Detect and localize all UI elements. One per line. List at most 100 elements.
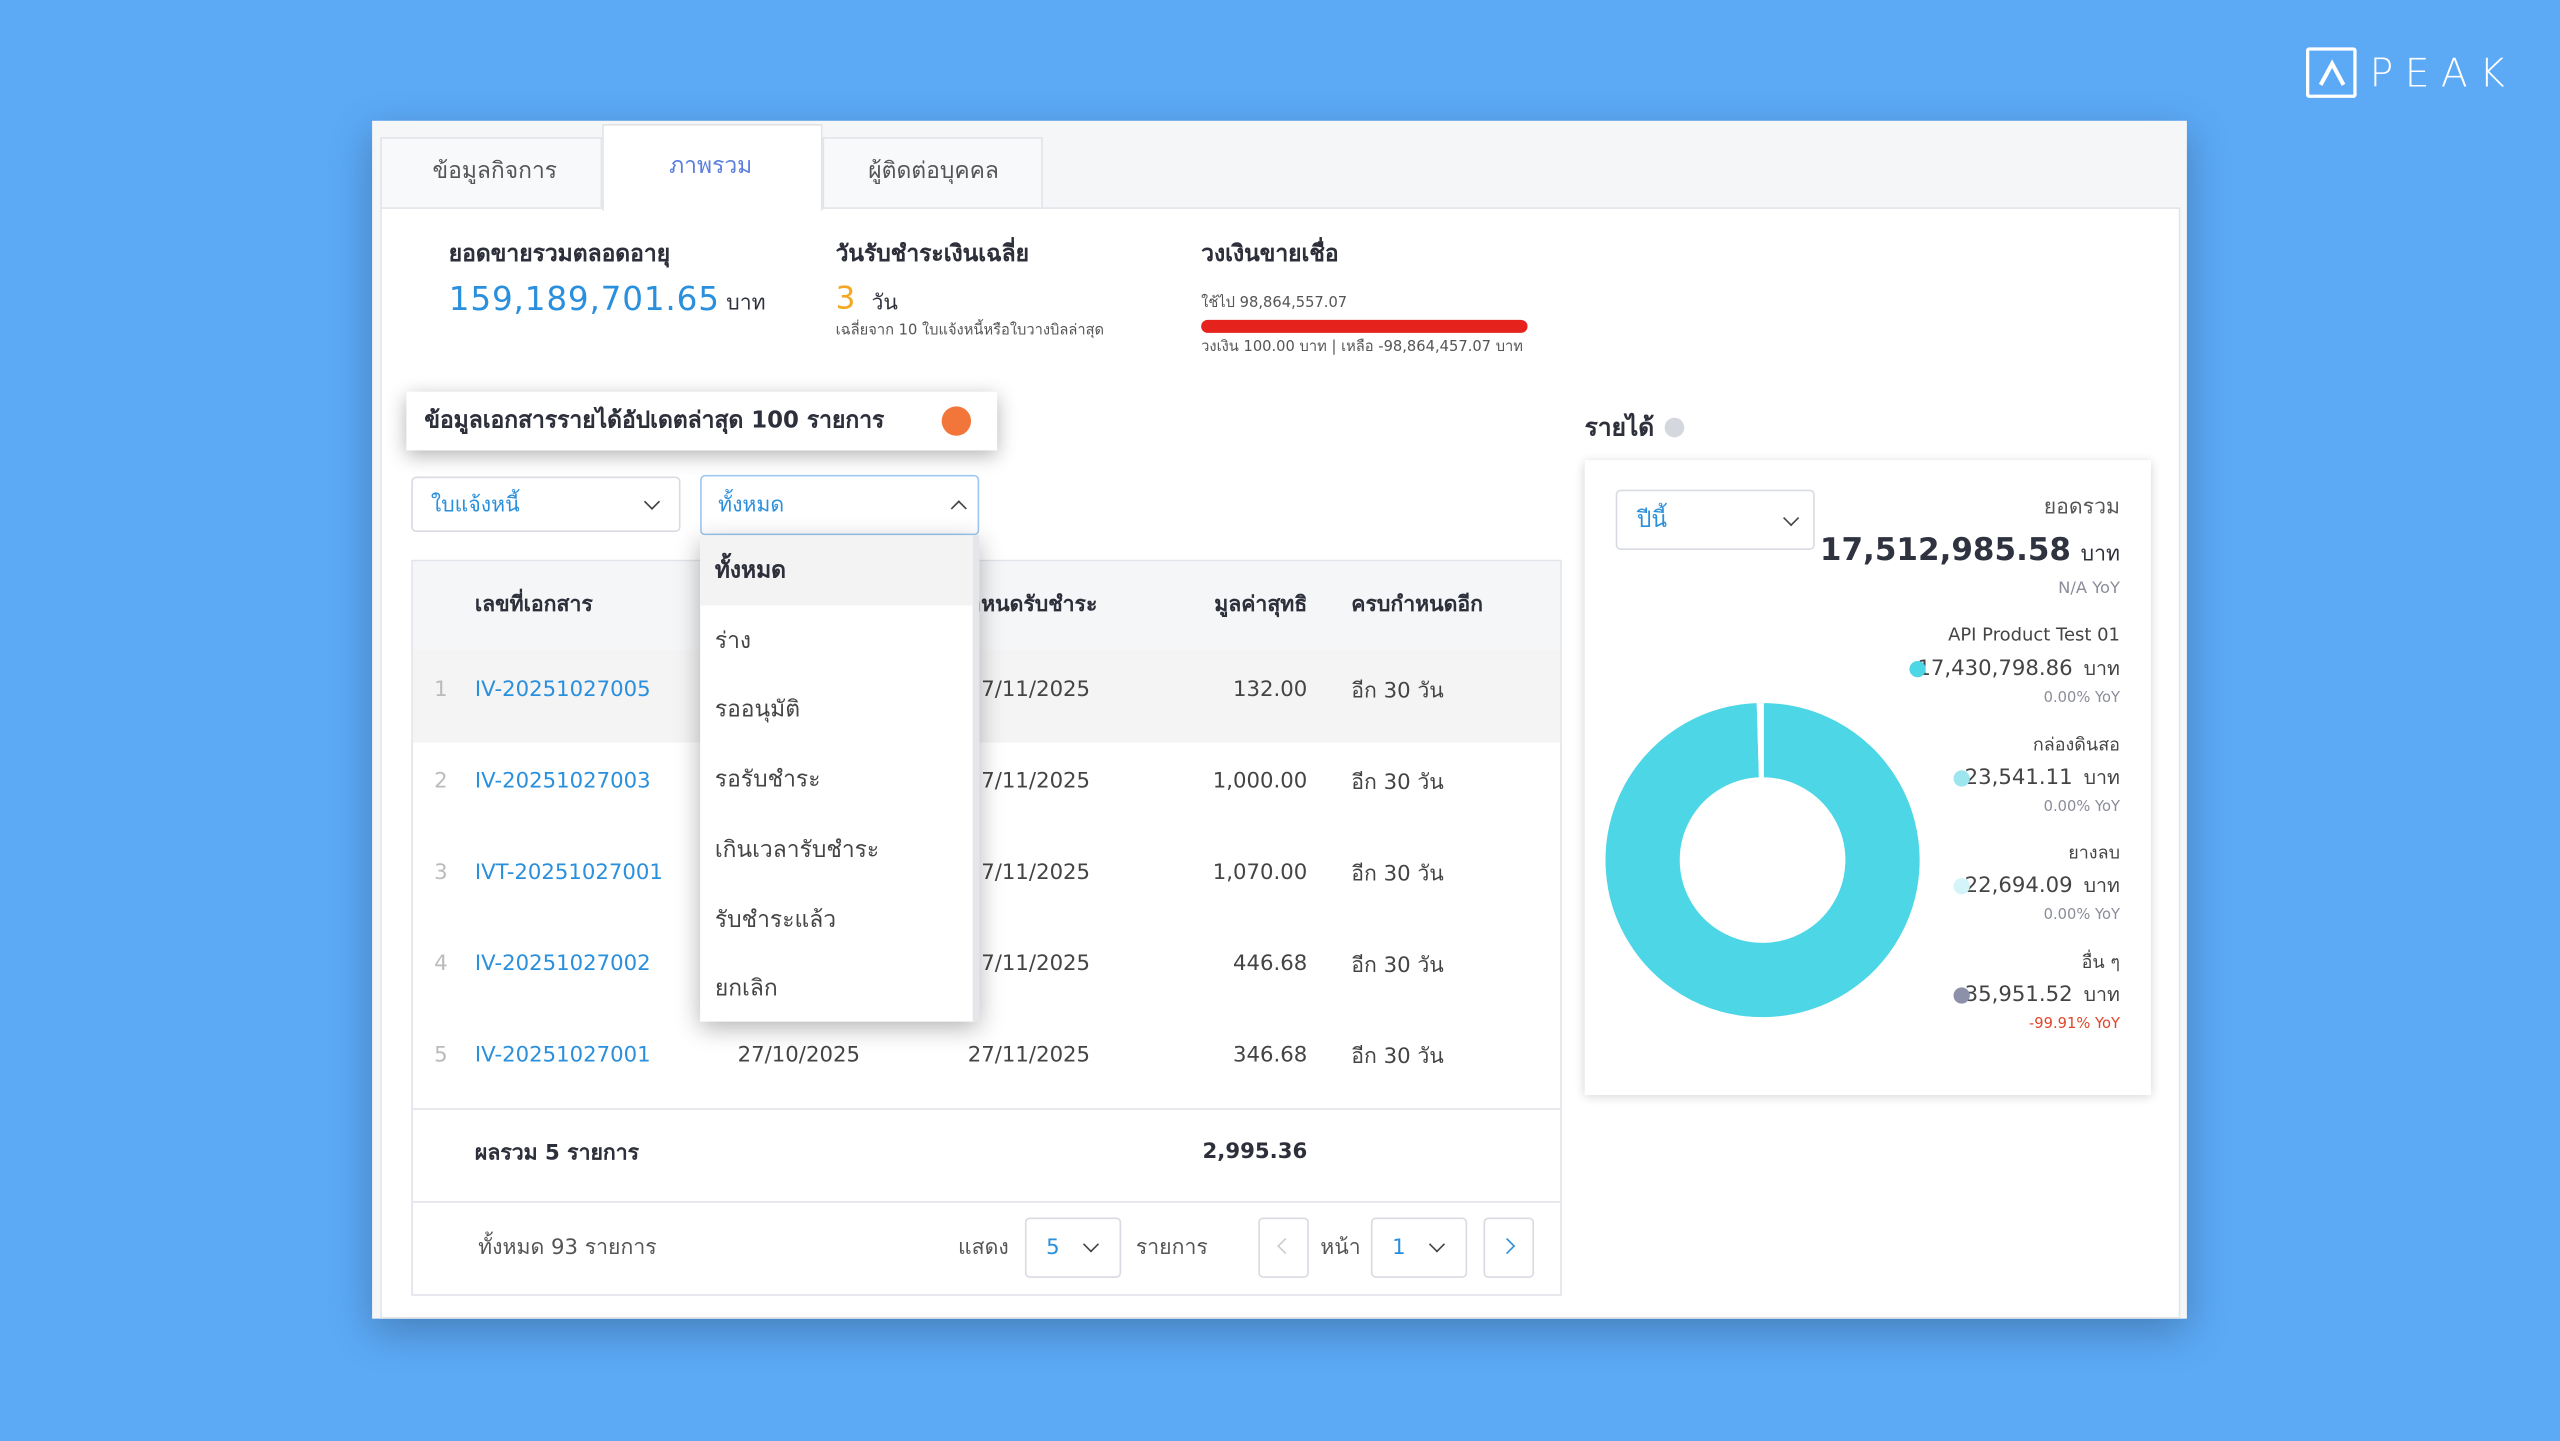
brand: PEAK xyxy=(2369,50,2517,97)
status-option[interactable]: ร่าง xyxy=(714,627,752,654)
brand-icon xyxy=(2306,47,2357,98)
legend-name: กล่องดินสอ xyxy=(2032,733,2120,755)
table-header xyxy=(412,561,1561,650)
legend-yoy: 0.00% YoY xyxy=(2043,907,2120,924)
column-header: มูลค่าสุทธิ xyxy=(1214,593,1308,618)
period-select[interactable] xyxy=(1615,489,1815,550)
status-value[interactable]: ทั้งหมด xyxy=(718,493,785,519)
tab-label[interactable]: ภาพรวม xyxy=(669,153,753,180)
column-header: ครบกำหนดอีก xyxy=(1351,593,1483,618)
donut-segment[interactable] xyxy=(1759,700,1764,780)
divider xyxy=(412,1108,1561,1110)
doc-type-select[interactable] xyxy=(411,476,681,533)
brand-mark xyxy=(2318,59,2346,86)
status-option[interactable]: รอรับชำระ xyxy=(714,767,821,794)
stat-label: วันรับชำระเงินเฉลี่ย xyxy=(835,241,1030,268)
status-option[interactable]: ยกเลิก xyxy=(714,976,778,1003)
row-index: 3 xyxy=(434,860,448,886)
doc-type-value[interactable]: ใบแจ้งหนี้ xyxy=(430,493,520,519)
period-value[interactable]: ปีนี้ xyxy=(1636,507,1668,534)
legend-unit: บาท xyxy=(2083,873,2120,897)
status-option[interactable]: รออนุมัติ xyxy=(714,697,801,724)
row-index: 1 xyxy=(434,678,448,703)
stat-note: เฉลี่ยจาก 10 ใบแจ้งหนี้หรือใบวางบิลล่าสุ… xyxy=(835,323,1105,340)
page-size-select[interactable] xyxy=(1024,1217,1122,1278)
due-date: 27/11/2025 xyxy=(967,769,1091,794)
legend-unit: บาท xyxy=(2083,656,2120,680)
section-title-box xyxy=(406,391,998,451)
tab[interactable] xyxy=(822,137,1043,209)
due-date: 27/11/2025 xyxy=(967,1043,1091,1069)
legend-amount: 23,541.11 xyxy=(1964,765,2073,790)
due-in: อีก 30 วัน xyxy=(1351,953,1444,979)
legend-unit: บาท xyxy=(2083,982,2120,1006)
donut-chart xyxy=(1603,700,1923,1020)
due-date: 27/11/2025 xyxy=(967,860,1091,886)
row-index: 2 xyxy=(434,769,448,794)
section-title: ข้อมูลเอกสารรายได้อัปเดตล่าสุด 100 รายกา… xyxy=(424,408,885,435)
net-value: 1,070.00 xyxy=(1212,860,1308,886)
page-select[interactable] xyxy=(1370,1217,1468,1278)
revenue-yoy: N/A YoY xyxy=(2058,580,2120,599)
page-size-label: แสดง xyxy=(957,1236,1009,1261)
doc-number[interactable]: IV-20251027003 xyxy=(474,769,651,794)
legend-yoy: -99.91% YoY xyxy=(2029,1015,2120,1033)
doc-number[interactable]: IV-20251027002 xyxy=(474,952,651,977)
due-in: อีก 30 วัน xyxy=(1351,771,1444,796)
help-icon xyxy=(1664,417,1685,438)
next-page[interactable] xyxy=(1483,1217,1535,1278)
tab-label[interactable]: ข้อมูลกิจการ xyxy=(432,158,558,185)
stat-value: 3 xyxy=(835,280,856,317)
doc-number[interactable]: IV-20251027005 xyxy=(474,678,651,703)
legend-name: ยางลบ xyxy=(2068,842,2120,864)
page-value[interactable]: 1 xyxy=(1392,1236,1406,1261)
legend-dot xyxy=(1953,769,1970,786)
due-in: อีก 30 วัน xyxy=(1351,1045,1444,1070)
donut-segment[interactable] xyxy=(1603,700,1923,1020)
legend-dot xyxy=(1953,986,1970,1003)
record-count: ทั้งหมด 93 รายการ xyxy=(478,1236,657,1261)
tab[interactable] xyxy=(380,137,603,209)
net-value: 1,000.00 xyxy=(1212,769,1308,794)
stat-label: ยอดขายรวมตลอดอายุ xyxy=(448,241,671,268)
due-date: 27/11/2025 xyxy=(967,952,1091,977)
due-date: 27/11/2025 xyxy=(967,678,1091,703)
due-in: อีก 30 วัน xyxy=(1351,679,1444,705)
credit-detail: วงเงิน 100.00 บาท | เหลือ -98,864,457.07… xyxy=(1201,339,1523,356)
status-option[interactable]: ทั้งหมด xyxy=(714,558,787,585)
divider xyxy=(412,1201,1561,1203)
option-highlight xyxy=(700,535,973,606)
credit-bar xyxy=(1201,319,1528,333)
stat-unit: วัน xyxy=(871,291,898,316)
legend-dot xyxy=(1909,660,1926,678)
prev-page[interactable] xyxy=(1258,1217,1309,1278)
total-value: 2,995.36 xyxy=(1202,1139,1308,1165)
tab-label[interactable]: ผู้ติดต่อบุคคล xyxy=(868,158,999,185)
stat-unit: บาท xyxy=(726,291,766,316)
page-size-value[interactable]: 5 xyxy=(1046,1236,1060,1261)
total-label: ยอดรวม xyxy=(2043,495,2120,520)
net-value: 346.68 xyxy=(1232,1043,1308,1069)
legend-unit: บาท xyxy=(2083,765,2120,789)
tab-active[interactable] xyxy=(602,124,823,211)
page-label: หน้า xyxy=(1320,1236,1361,1261)
legend-name: API Product Test 01 xyxy=(1948,624,2120,646)
status-option[interactable]: เกินเวลารับชำระ xyxy=(714,836,880,863)
legend-amount: 35,951.52 xyxy=(1964,982,2073,1007)
row-hover xyxy=(412,649,1561,743)
doc-number[interactable]: IV-20251027001 xyxy=(474,1043,651,1069)
revenue-total: 17,512,985.58 xyxy=(1819,532,2072,568)
legend-amount: 22,694.09 xyxy=(1964,873,2073,899)
credit-used: ใช้ไป 98,864,557.07 xyxy=(1201,295,1348,312)
issue-date: 27/10/2025 xyxy=(737,1043,860,1069)
legend-name: อื่น ๆ xyxy=(2081,950,2120,972)
net-value: 132.00 xyxy=(1232,678,1308,703)
legend-amount: 17,430,798.86 xyxy=(1917,656,2073,682)
page-size-unit: รายการ xyxy=(1135,1236,1208,1261)
legend-dot xyxy=(1953,878,1970,895)
doc-number[interactable]: IVT-20251027001 xyxy=(474,860,663,886)
status-select[interactable] xyxy=(700,474,980,536)
status-option[interactable]: รับชำระแล้ว xyxy=(714,906,837,933)
scrollbar xyxy=(972,535,980,1022)
